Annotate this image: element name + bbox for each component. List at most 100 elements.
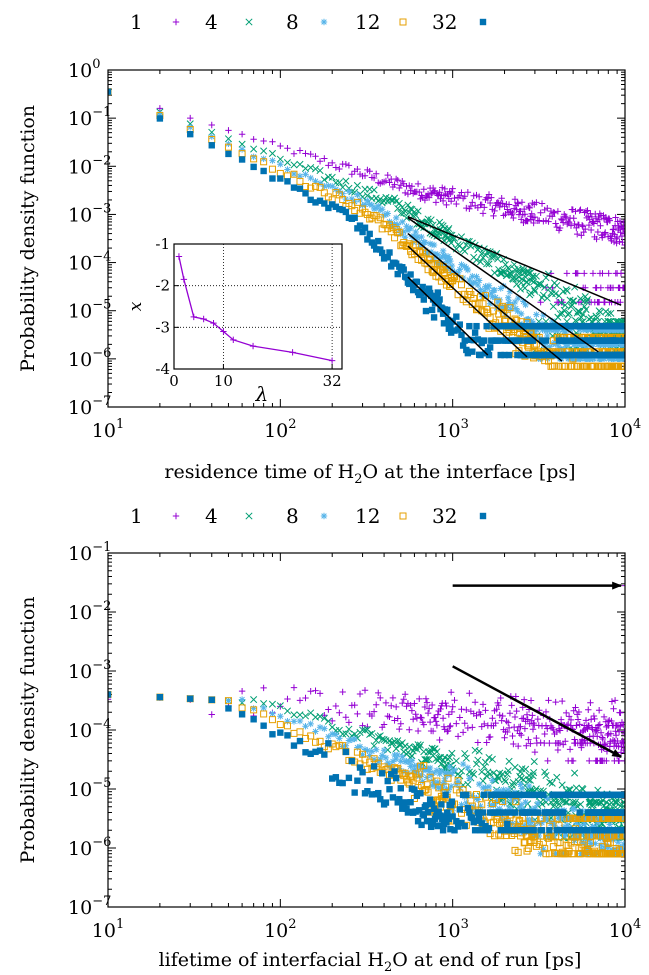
data-point bbox=[336, 779, 343, 787]
data-point bbox=[549, 362, 557, 370]
data-point bbox=[572, 337, 579, 344]
data-point bbox=[544, 351, 551, 359]
data-point bbox=[580, 228, 587, 236]
data-point bbox=[548, 779, 556, 787]
data-point bbox=[497, 832, 505, 840]
data-point bbox=[447, 329, 455, 336]
data-point bbox=[556, 739, 564, 747]
data-point bbox=[416, 741, 424, 749]
data-point bbox=[325, 162, 332, 169]
data-point bbox=[609, 809, 617, 816]
data-point bbox=[497, 694, 504, 702]
data-point bbox=[610, 705, 617, 712]
data-point bbox=[394, 715, 401, 722]
data-point bbox=[420, 812, 428, 819]
data-point bbox=[584, 725, 591, 732]
data-point bbox=[597, 841, 605, 849]
x-axis-label: lifetime of interfacial H2O at end of ru… bbox=[159, 949, 582, 975]
data-point bbox=[592, 840, 599, 847]
data-point bbox=[481, 816, 488, 823]
data-point bbox=[238, 711, 246, 718]
data-point bbox=[537, 850, 544, 857]
data-point bbox=[538, 200, 546, 207]
data-point bbox=[446, 281, 454, 289]
data-point bbox=[345, 162, 353, 169]
data-point bbox=[454, 778, 462, 785]
data-point bbox=[524, 217, 531, 225]
data-point bbox=[459, 342, 467, 349]
fit-line bbox=[407, 245, 528, 358]
data-point bbox=[342, 177, 350, 185]
data-point bbox=[587, 791, 595, 799]
data-point bbox=[502, 791, 509, 799]
data-point bbox=[585, 221, 593, 229]
data-point bbox=[598, 850, 606, 858]
axis-ticks bbox=[107, 552, 626, 908]
data-point bbox=[531, 748, 539, 756]
data-point bbox=[426, 718, 434, 726]
data-point bbox=[378, 752, 386, 759]
data-point bbox=[471, 279, 479, 286]
data-point bbox=[486, 733, 494, 741]
data-point bbox=[398, 203, 406, 211]
data-point bbox=[283, 159, 292, 167]
data-point bbox=[527, 740, 534, 747]
data-point bbox=[453, 720, 460, 727]
data-point bbox=[576, 207, 583, 214]
data-point bbox=[453, 313, 460, 320]
inset-y-tick-label: -3 bbox=[155, 318, 170, 336]
data-point bbox=[448, 708, 456, 716]
data-point bbox=[574, 230, 581, 238]
data-point bbox=[583, 337, 590, 344]
data-point bbox=[399, 699, 406, 707]
data-point bbox=[269, 175, 276, 182]
data-point bbox=[250, 716, 257, 723]
data-point bbox=[593, 727, 600, 734]
data-point bbox=[433, 748, 441, 756]
data-point bbox=[616, 355, 623, 363]
data-point bbox=[316, 747, 324, 754]
data-point bbox=[483, 305, 491, 313]
data-point bbox=[606, 821, 613, 828]
data-point bbox=[495, 787, 502, 794]
data-point bbox=[392, 774, 400, 782]
data-point bbox=[329, 730, 336, 738]
data-point bbox=[496, 296, 503, 304]
y-tick-label: 10−1 bbox=[68, 540, 111, 565]
data-point bbox=[532, 340, 540, 348]
data-point bbox=[570, 805, 577, 812]
data-point bbox=[421, 703, 429, 711]
data-point bbox=[520, 205, 528, 213]
data-point bbox=[382, 799, 390, 806]
data-point bbox=[380, 220, 388, 228]
data-point bbox=[539, 326, 546, 334]
data-point bbox=[510, 740, 517, 748]
data-point bbox=[361, 224, 369, 231]
data-point bbox=[565, 713, 573, 720]
data-point bbox=[388, 263, 395, 270]
data-point bbox=[576, 800, 585, 808]
data-point bbox=[608, 237, 615, 244]
data-point bbox=[536, 791, 543, 799]
data-point bbox=[366, 215, 374, 223]
data-point bbox=[576, 809, 583, 816]
data-point bbox=[260, 722, 267, 729]
data-point bbox=[426, 255, 434, 263]
data-point bbox=[546, 832, 553, 840]
data-point bbox=[531, 287, 539, 295]
data-point bbox=[607, 791, 615, 799]
data-point bbox=[486, 300, 494, 307]
data-point bbox=[403, 703, 410, 710]
data-point bbox=[587, 716, 595, 723]
data-point bbox=[332, 702, 340, 710]
data-point bbox=[394, 270, 401, 278]
data-point bbox=[461, 337, 468, 344]
data-point bbox=[602, 809, 609, 816]
data-point bbox=[416, 807, 423, 814]
data-point bbox=[525, 782, 533, 790]
data-point bbox=[435, 784, 443, 792]
data-point bbox=[470, 337, 477, 344]
data-point bbox=[464, 349, 472, 357]
data-point bbox=[564, 821, 571, 829]
data-point bbox=[290, 170, 298, 178]
